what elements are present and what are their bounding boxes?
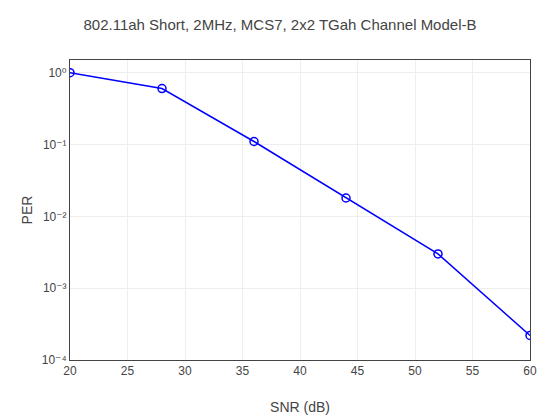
svg-text:10⁰: 10⁰ — [48, 66, 66, 80]
svg-text:PER: PER — [19, 196, 35, 225]
svg-text:55: 55 — [466, 364, 480, 378]
svg-text:10⁻⁴: 10⁻⁴ — [42, 353, 67, 367]
svg-text:10⁻¹: 10⁻¹ — [43, 138, 67, 152]
svg-text:60: 60 — [523, 364, 537, 378]
svg-text:20: 20 — [63, 364, 77, 378]
svg-text:802.11ah Short, 2MHz, MCS7, 2x: 802.11ah Short, 2MHz, MCS7, 2x2 TGah Cha… — [84, 16, 477, 33]
svg-text:40: 40 — [293, 364, 307, 378]
svg-text:25: 25 — [121, 364, 135, 378]
svg-text:45: 45 — [351, 364, 365, 378]
svg-text:10⁻³: 10⁻³ — [43, 281, 67, 295]
svg-text:SNR (dB): SNR (dB) — [270, 399, 330, 415]
svg-text:50: 50 — [408, 364, 422, 378]
svg-text:35: 35 — [236, 364, 250, 378]
svg-text:10⁻²: 10⁻² — [43, 210, 67, 224]
svg-text:30: 30 — [178, 364, 192, 378]
